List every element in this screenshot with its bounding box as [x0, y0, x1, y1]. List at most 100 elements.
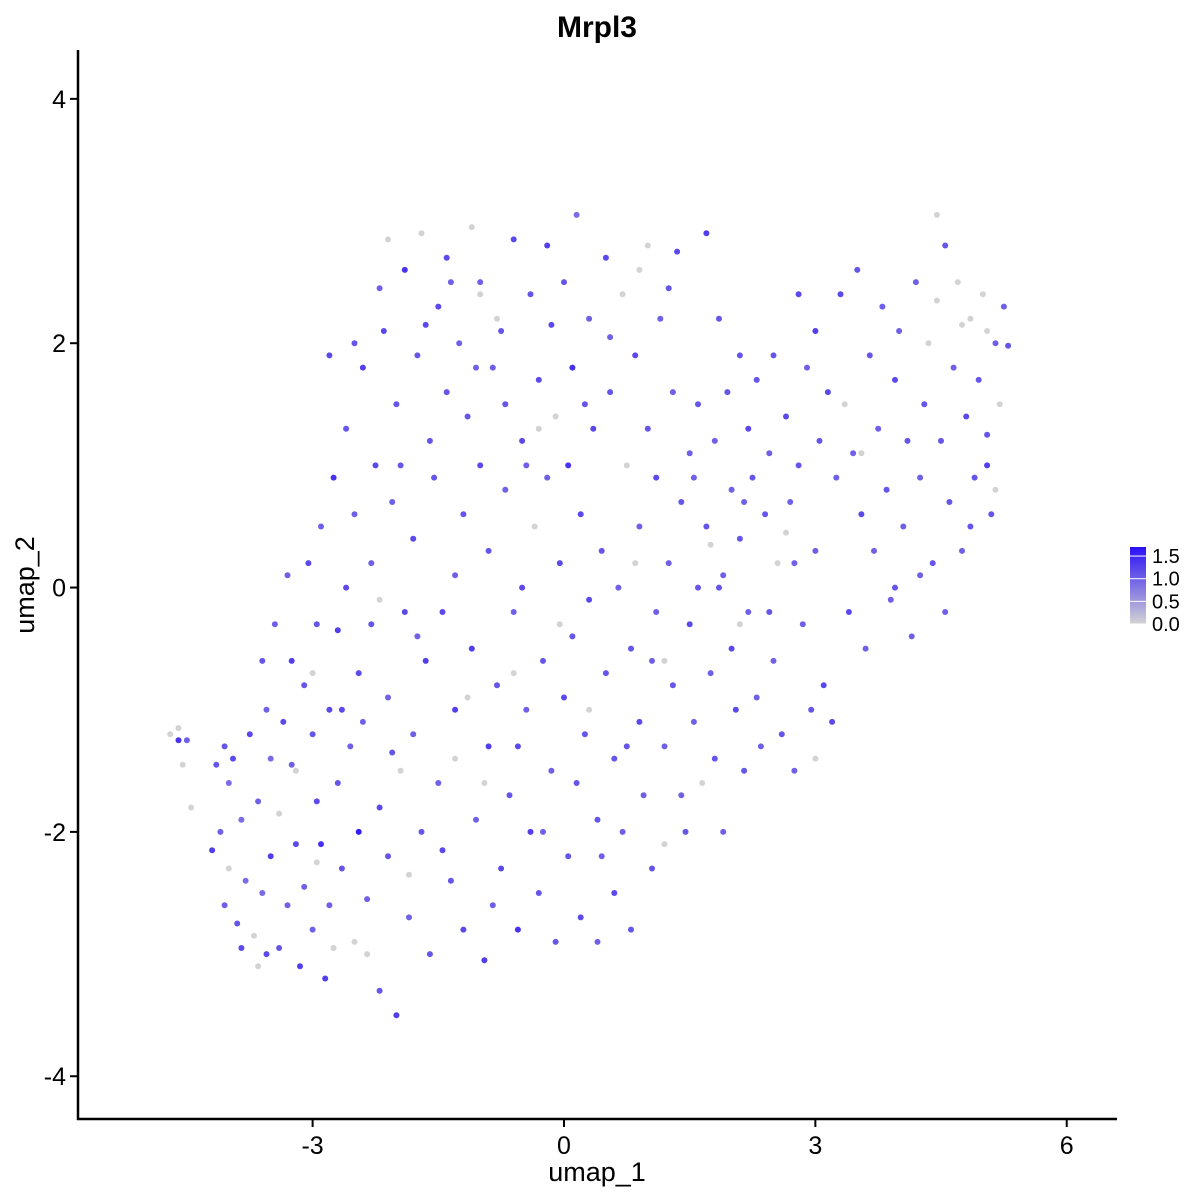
data-point: [175, 737, 182, 744]
data-point: [757, 743, 764, 750]
data-point: [544, 474, 551, 481]
data-point: [749, 474, 756, 481]
data-point: [498, 865, 505, 872]
data-point: [217, 828, 224, 835]
data-point: [351, 511, 358, 518]
data-point: [326, 706, 333, 713]
data-point: [435, 780, 442, 786]
data-point: [389, 499, 396, 505]
data-point: [271, 621, 278, 628]
data-point: [514, 743, 521, 750]
data-point: [552, 413, 559, 420]
data-point: [611, 755, 618, 762]
data-point: [912, 279, 919, 286]
data-point: [422, 657, 429, 664]
data-point: [556, 621, 563, 628]
data-point: [343, 584, 350, 591]
data-point: [276, 810, 283, 817]
data-point: [598, 853, 605, 860]
data-point: [640, 792, 647, 799]
data-point: [753, 694, 760, 701]
data-point: [481, 780, 488, 786]
data-point: [594, 938, 601, 945]
data-point: [225, 780, 232, 786]
data-point: [615, 584, 622, 591]
data-point: [255, 963, 262, 970]
data-point: [653, 609, 660, 615]
data-point: [540, 828, 546, 835]
data-point: [908, 633, 915, 640]
data-point: [385, 853, 391, 860]
data-point: [288, 657, 295, 664]
data-point: [632, 560, 639, 567]
data-point: [364, 896, 371, 903]
data-point: [984, 462, 991, 469]
data-point: [267, 853, 274, 860]
data-point: [766, 450, 773, 457]
data-point: [858, 511, 865, 518]
data-point: [406, 914, 412, 921]
data-point: [477, 279, 484, 286]
x-tick-label: -3: [301, 1132, 323, 1160]
data-point: [242, 877, 249, 884]
data-point: [334, 780, 341, 786]
data-point: [741, 767, 748, 774]
data-point: [791, 560, 798, 567]
data-point: [921, 401, 928, 408]
data-point: [996, 401, 1003, 408]
data-point: [523, 706, 530, 713]
data-point: [695, 401, 701, 408]
data-point: [309, 731, 316, 738]
data-point: [418, 828, 425, 835]
data-point: [770, 657, 777, 664]
legend-colorbar: [1130, 547, 1146, 624]
data-point: [338, 865, 345, 872]
data-point: [607, 389, 614, 396]
data-point: [527, 291, 534, 298]
color-legend: 1.51.00.50.0: [1130, 546, 1180, 636]
data-point: [736, 352, 743, 359]
data-point: [577, 914, 584, 921]
data-point: [925, 340, 932, 347]
data-point: [577, 511, 584, 518]
data-point: [238, 816, 245, 823]
data-point: [263, 951, 270, 958]
data-point: [845, 609, 852, 615]
data-point: [984, 431, 991, 438]
data-point: [414, 352, 421, 359]
data-point: [917, 572, 924, 579]
data-point: [711, 755, 718, 762]
data-point: [581, 401, 588, 408]
data-point: [447, 279, 454, 286]
data-point: [716, 315, 722, 322]
data-point: [188, 804, 195, 811]
y-tick-label: 0: [52, 575, 66, 603]
data-point: [607, 334, 614, 341]
data-point: [238, 945, 245, 951]
data-point: [573, 211, 580, 218]
data-point: [259, 890, 266, 896]
data-point: [410, 731, 417, 738]
data-point: [686, 450, 693, 457]
x-tick-label: 6: [1060, 1132, 1074, 1160]
data-point: [933, 211, 940, 218]
data-point: [267, 755, 274, 762]
data-point: [791, 767, 798, 774]
data-point: [514, 926, 521, 933]
data-point: [649, 865, 655, 872]
data-point: [695, 584, 701, 591]
data-point: [292, 767, 299, 774]
data-point: [473, 364, 479, 371]
data-point: [661, 657, 668, 664]
data-point: [406, 871, 412, 878]
data-point: [456, 340, 463, 347]
data-point: [301, 682, 308, 689]
data-point: [950, 364, 957, 371]
data-point: [313, 798, 320, 805]
data-point: [552, 938, 559, 945]
data-point: [565, 462, 572, 469]
data-point: [359, 364, 366, 371]
data-point: [892, 584, 898, 591]
data-point: [246, 731, 253, 738]
